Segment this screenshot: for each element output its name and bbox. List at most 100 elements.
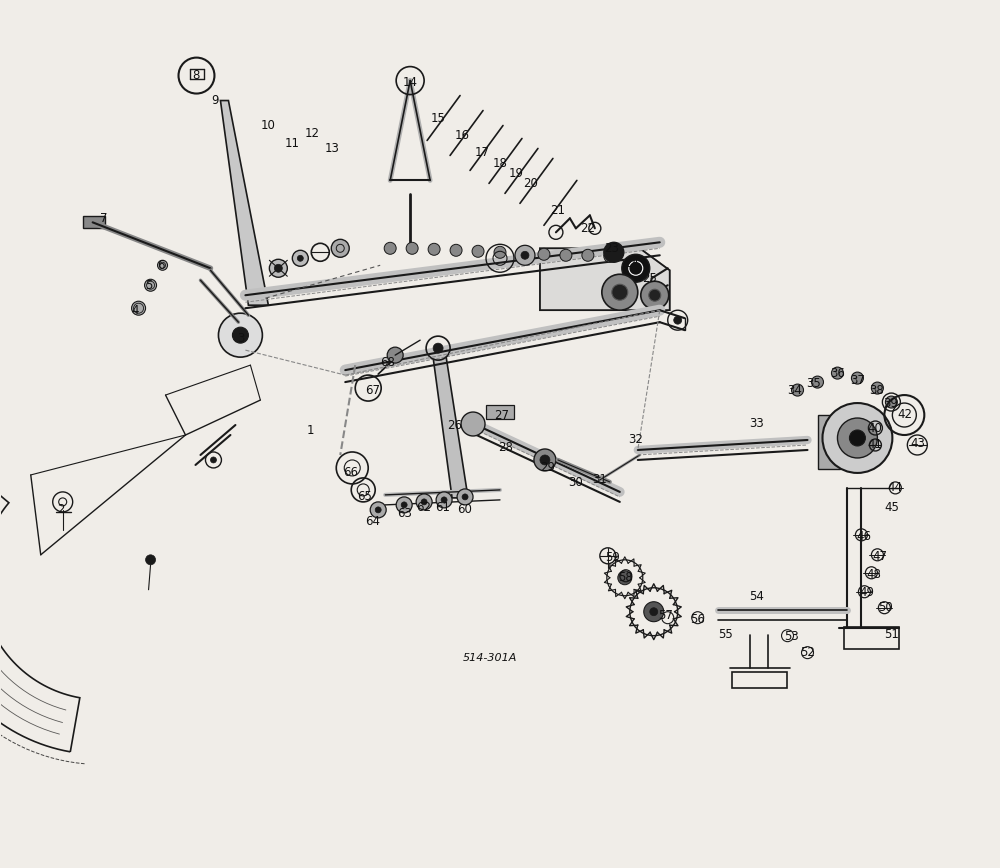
Circle shape — [831, 367, 843, 379]
Text: 1: 1 — [307, 424, 314, 437]
Circle shape — [401, 502, 407, 508]
Text: 8: 8 — [192, 69, 199, 82]
Text: 39: 39 — [883, 397, 898, 410]
Text: 27: 27 — [494, 409, 509, 422]
Text: 53: 53 — [784, 630, 799, 643]
Text: 54: 54 — [749, 590, 764, 603]
Circle shape — [387, 347, 403, 363]
Text: 67: 67 — [365, 384, 380, 397]
Circle shape — [644, 602, 664, 621]
Text: 65: 65 — [357, 490, 372, 503]
Text: 29: 29 — [540, 462, 555, 475]
Text: 63: 63 — [397, 508, 412, 521]
Text: 68: 68 — [380, 356, 395, 369]
Circle shape — [274, 264, 282, 273]
Text: 34: 34 — [787, 384, 802, 397]
Text: 26: 26 — [448, 418, 463, 431]
Text: 33: 33 — [749, 417, 764, 430]
Circle shape — [812, 376, 823, 388]
Polygon shape — [432, 350, 468, 498]
Text: 57: 57 — [658, 609, 673, 622]
Text: 25: 25 — [642, 272, 657, 285]
Circle shape — [885, 396, 897, 408]
Text: 19: 19 — [508, 167, 523, 180]
Circle shape — [618, 571, 632, 585]
Circle shape — [560, 249, 572, 261]
Circle shape — [428, 243, 440, 255]
Circle shape — [521, 252, 529, 260]
Text: 23: 23 — [604, 242, 619, 255]
Text: 15: 15 — [431, 112, 446, 125]
Circle shape — [436, 492, 452, 508]
Circle shape — [461, 412, 485, 436]
Text: 30: 30 — [569, 477, 583, 490]
Circle shape — [534, 449, 556, 471]
Text: 56: 56 — [690, 613, 705, 626]
Circle shape — [297, 255, 303, 261]
Text: 42: 42 — [898, 408, 913, 420]
Circle shape — [871, 382, 883, 394]
Circle shape — [822, 403, 892, 473]
Bar — [486, 405, 514, 419]
Circle shape — [650, 608, 658, 615]
Circle shape — [269, 260, 287, 277]
Text: 49: 49 — [859, 586, 874, 599]
Text: 4: 4 — [132, 304, 139, 317]
Text: 46: 46 — [856, 530, 871, 543]
Text: 514-301A: 514-301A — [463, 653, 517, 662]
Text: 13: 13 — [325, 142, 340, 155]
Text: 59: 59 — [605, 551, 620, 564]
Text: 7: 7 — [100, 212, 107, 225]
Circle shape — [849, 430, 865, 446]
Circle shape — [457, 489, 473, 505]
Circle shape — [384, 242, 396, 254]
Circle shape — [851, 372, 863, 384]
Circle shape — [516, 247, 528, 260]
Text: 28: 28 — [499, 442, 513, 455]
Circle shape — [441, 496, 447, 503]
Circle shape — [540, 455, 550, 465]
Circle shape — [612, 284, 628, 300]
Circle shape — [132, 301, 146, 315]
Bar — [732, 672, 787, 687]
Circle shape — [210, 457, 216, 463]
Text: 14: 14 — [403, 76, 418, 89]
Text: 3: 3 — [237, 332, 244, 345]
Text: 45: 45 — [884, 502, 899, 515]
Text: 47: 47 — [872, 550, 887, 563]
Text: 61: 61 — [436, 502, 451, 515]
Circle shape — [145, 279, 157, 292]
Circle shape — [331, 240, 349, 257]
Circle shape — [450, 244, 462, 256]
Circle shape — [515, 246, 535, 266]
Text: 17: 17 — [475, 146, 490, 159]
Circle shape — [433, 343, 443, 353]
Text: 44: 44 — [888, 482, 903, 495]
Circle shape — [158, 260, 168, 270]
Bar — [83, 216, 105, 228]
Text: 24: 24 — [624, 257, 639, 270]
Text: 18: 18 — [493, 157, 507, 170]
Circle shape — [146, 555, 156, 565]
Text: 58: 58 — [618, 571, 633, 584]
Text: 62: 62 — [417, 502, 432, 515]
Text: 51: 51 — [884, 628, 899, 641]
Text: 40: 40 — [867, 422, 882, 435]
Text: 50: 50 — [878, 602, 893, 615]
Text: 36: 36 — [830, 366, 845, 379]
Text: 16: 16 — [455, 129, 470, 142]
Circle shape — [416, 494, 432, 510]
Polygon shape — [540, 248, 670, 310]
Circle shape — [538, 248, 550, 260]
Text: 5: 5 — [145, 279, 152, 292]
Bar — [844, 627, 899, 648]
Circle shape — [406, 242, 418, 254]
Text: 32: 32 — [628, 433, 643, 446]
Text: 55: 55 — [718, 628, 733, 641]
Text: 38: 38 — [869, 384, 884, 397]
Text: 43: 43 — [910, 437, 925, 450]
Text: 66: 66 — [343, 466, 358, 479]
Text: 52: 52 — [800, 646, 815, 659]
Circle shape — [494, 247, 506, 259]
Text: 6: 6 — [157, 259, 164, 272]
